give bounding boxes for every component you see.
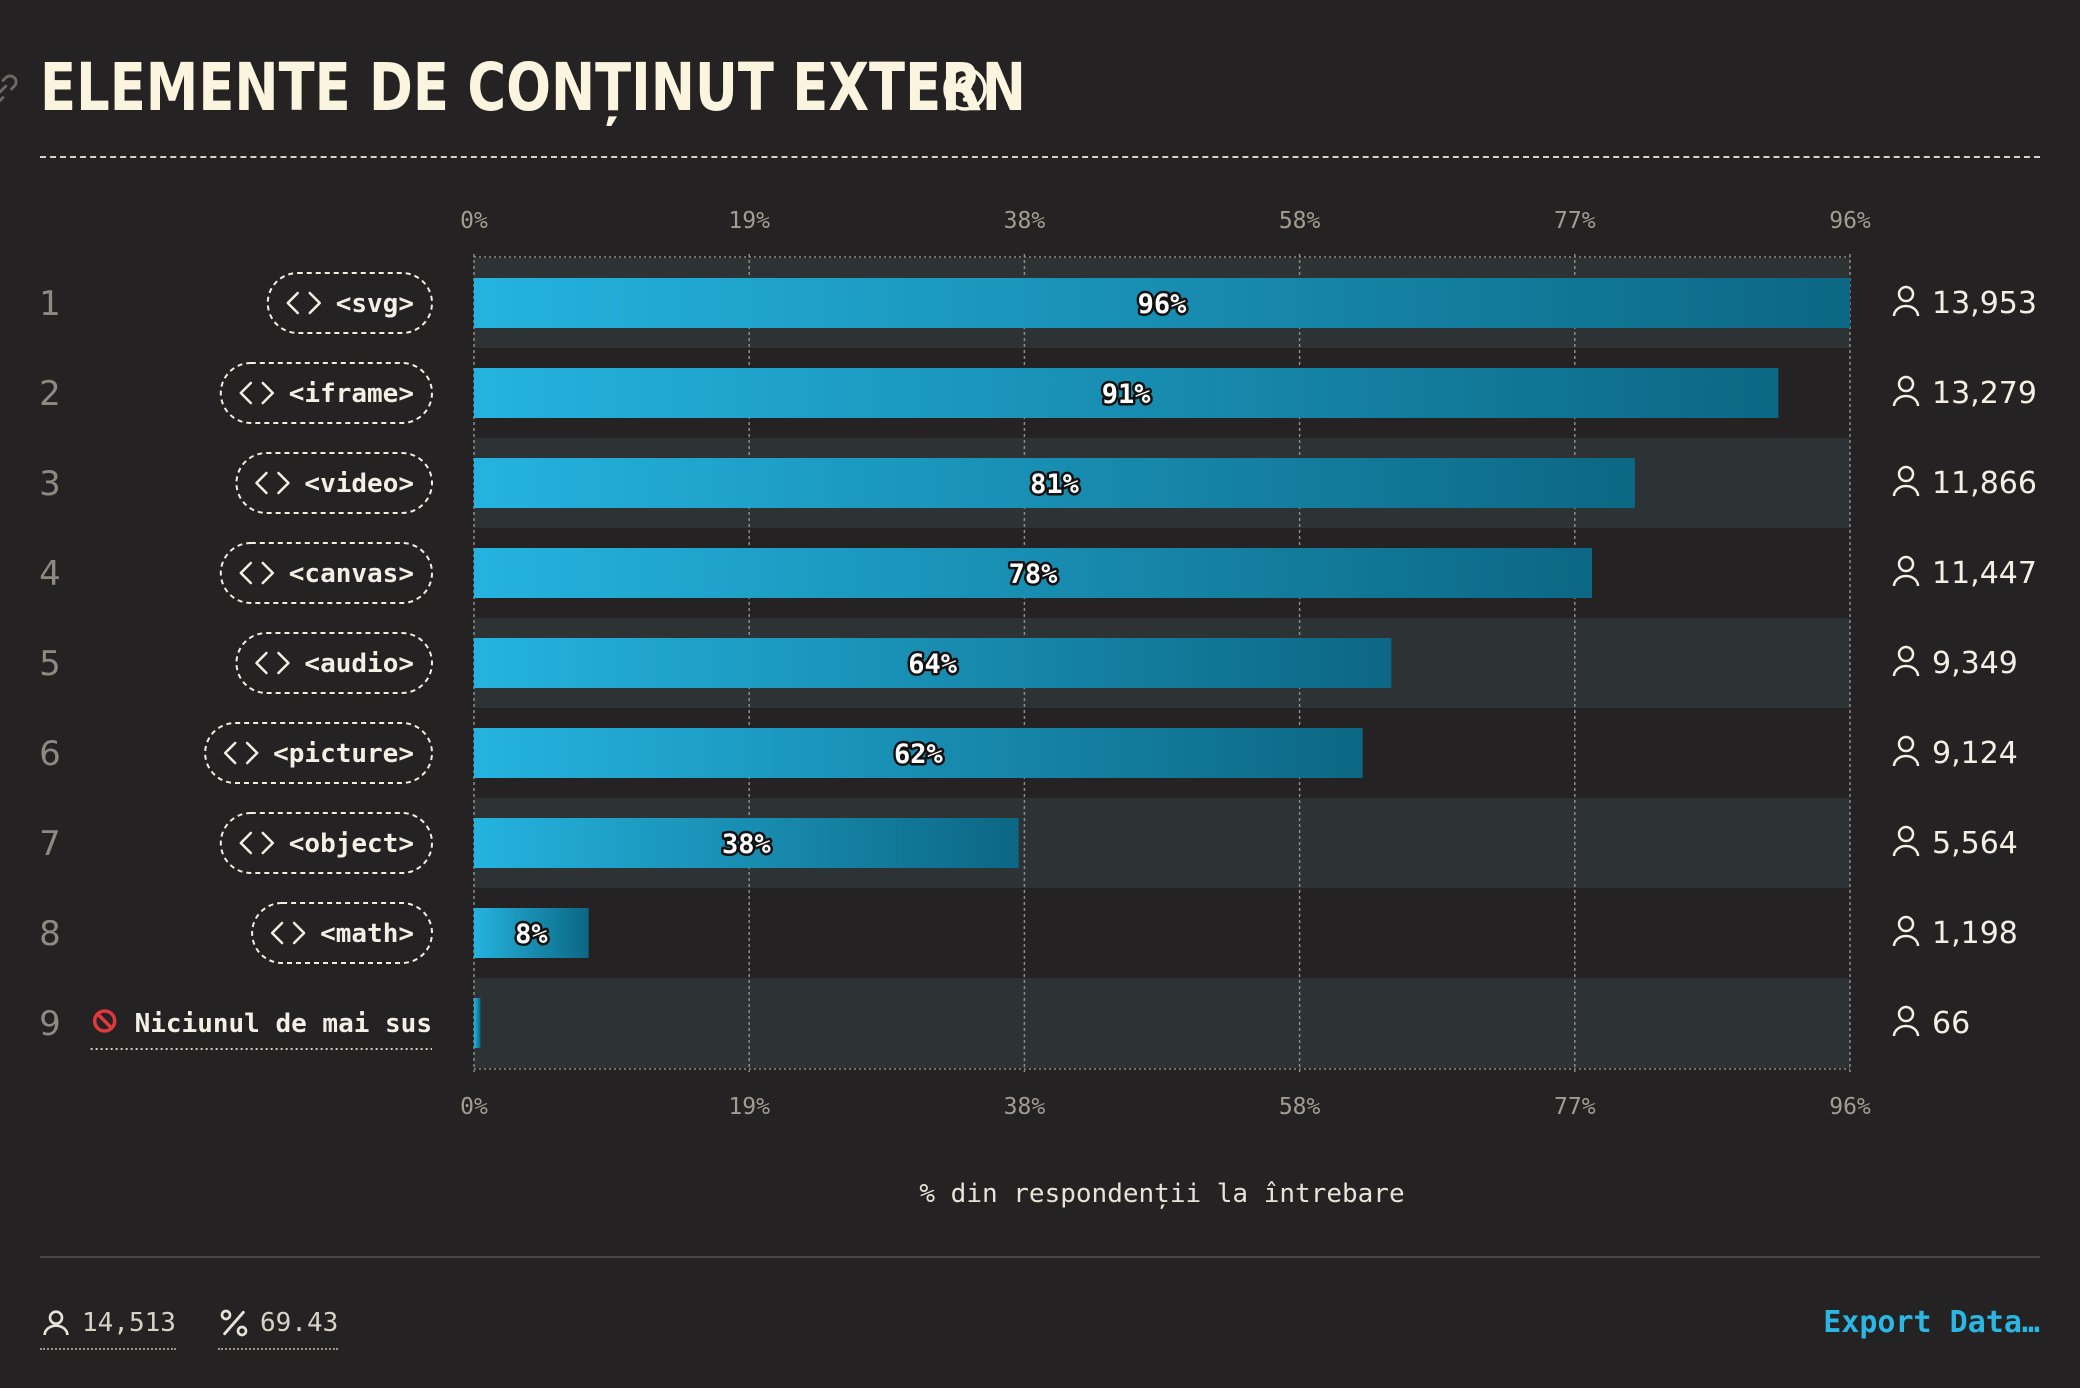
category-label: <object> <box>289 829 414 859</box>
export-data-button[interactable]: Export Data… <box>1823 1305 2040 1340</box>
rank-number: 1 <box>39 284 61 324</box>
code-icon <box>255 471 290 495</box>
user-icon <box>1892 555 1920 587</box>
x-tick-label: 19% <box>728 208 770 234</box>
bar-value-label: 62% <box>894 739 944 770</box>
footer-divider <box>40 1256 2040 1258</box>
respondents-stat[interactable]: 14,513 <box>40 1300 176 1350</box>
chart-title: ELEMENTE DE CONȚINUT EXTERN <box>40 49 1026 126</box>
x-tick-label: 0% <box>460 1094 488 1120</box>
category-pill[interactable] <box>219 812 433 874</box>
bar[interactable] <box>474 368 1779 418</box>
rank-number: 3 <box>39 464 61 504</box>
bar[interactable] <box>474 728 1363 778</box>
row-band <box>474 978 1850 1068</box>
x-tick-label: 58% <box>1279 1094 1321 1120</box>
code-icon <box>239 381 275 405</box>
respondent-count: 9,124 <box>1932 736 2018 771</box>
x-tick-label: 58% <box>1279 208 1321 234</box>
respondent-count: 13,953 <box>1932 286 2037 321</box>
x-tick-label: 96% <box>1829 1094 1871 1120</box>
percent-value: 69.43 <box>260 1308 339 1338</box>
user-icon <box>1892 825 1920 857</box>
code-icon <box>270 921 306 945</box>
bar-value-label: 91% <box>1102 379 1152 410</box>
code-icon <box>223 741 259 765</box>
bar-chart: 0%0%19%19%38%38%58%58%77%77%96%96%1 96%<s… <box>39 208 2037 1209</box>
bar[interactable] <box>474 908 589 958</box>
bar-value-label: 78% <box>1009 559 1059 590</box>
user-icon <box>1892 1005 1920 1037</box>
category-pill[interactable] <box>204 722 433 784</box>
respondent-count: 5,564 <box>1932 826 2018 861</box>
user-icon <box>1892 735 1920 767</box>
bar[interactable] <box>474 278 1850 328</box>
code-icon <box>239 831 275 855</box>
category-label: <svg> <box>336 289 414 319</box>
category-pill[interactable] <box>251 902 433 964</box>
category-label: <iframe> <box>289 379 414 409</box>
x-axis-title: % din respondenții la întrebare <box>919 1179 1404 1209</box>
category-label: <math> <box>320 919 414 949</box>
category-label: <video> <box>304 469 414 499</box>
link-icon[interactable] <box>0 72 20 106</box>
x-tick-label: 38% <box>1004 1094 1046 1120</box>
respondent-count: 11,866 <box>1932 466 2037 501</box>
x-tick-label: 19% <box>728 1094 770 1120</box>
user-icon <box>1892 375 1920 407</box>
rank-number: 2 <box>39 374 61 414</box>
percent-icon <box>220 1309 248 1337</box>
user-icon <box>1892 465 1920 497</box>
x-tick-label: 0% <box>460 208 488 234</box>
bar-value-label: 8% <box>515 919 548 950</box>
user-icon <box>43 1310 69 1336</box>
respondents-count: 14,513 <box>82 1308 176 1338</box>
rank-number: 5 <box>39 644 61 684</box>
percent-stat[interactable]: 69.43 <box>218 1300 339 1350</box>
question-circle-icon[interactable] <box>942 66 988 112</box>
bar[interactable] <box>474 998 481 1048</box>
code-icon <box>286 291 321 315</box>
bar-value-label: 96% <box>1138 289 1188 320</box>
category-pill[interactable] <box>235 452 433 514</box>
x-tick-label: 77% <box>1554 208 1596 234</box>
category-label[interactable]: Niciunul de mai sus <box>135 1009 432 1039</box>
user-icon <box>1892 285 1920 317</box>
bar[interactable] <box>474 638 1392 688</box>
user-icon <box>1892 645 1920 677</box>
respondent-count: 9,349 <box>1932 646 2018 681</box>
category-label: <audio> <box>304 649 414 679</box>
bar-value-label: 64% <box>908 649 958 680</box>
rank-number: 4 <box>39 554 61 594</box>
prohibited-icon <box>92 1009 117 1033</box>
rank-number: 8 <box>39 914 61 954</box>
category-label: <canvas> <box>289 559 414 589</box>
rank-number: 9 <box>39 1004 61 1044</box>
bar[interactable] <box>474 548 1592 598</box>
code-icon <box>255 651 290 675</box>
x-tick-label: 38% <box>1004 208 1046 234</box>
title-divider <box>40 156 2040 158</box>
bar[interactable] <box>474 818 1019 868</box>
respondent-count: 13,279 <box>1932 376 2037 411</box>
respondent-count: 66 <box>1932 1006 1970 1041</box>
user-icon <box>1892 915 1920 947</box>
code-icon <box>239 561 275 585</box>
x-tick-label: 77% <box>1554 1094 1596 1120</box>
respondent-count: 11,447 <box>1932 556 2037 591</box>
category-label: <picture> <box>273 739 414 769</box>
bar[interactable] <box>474 458 1635 508</box>
rank-number: 7 <box>39 824 61 864</box>
category-pill[interactable] <box>235 632 433 694</box>
category-pill[interactable] <box>219 362 433 424</box>
category-pill[interactable] <box>219 542 433 604</box>
x-tick-label: 96% <box>1829 208 1871 234</box>
bar-value-label: 81% <box>1030 469 1080 500</box>
respondent-count: 1,198 <box>1932 916 2018 951</box>
bar-value-label: 38% <box>722 829 772 860</box>
rank-number: 6 <box>39 734 61 774</box>
